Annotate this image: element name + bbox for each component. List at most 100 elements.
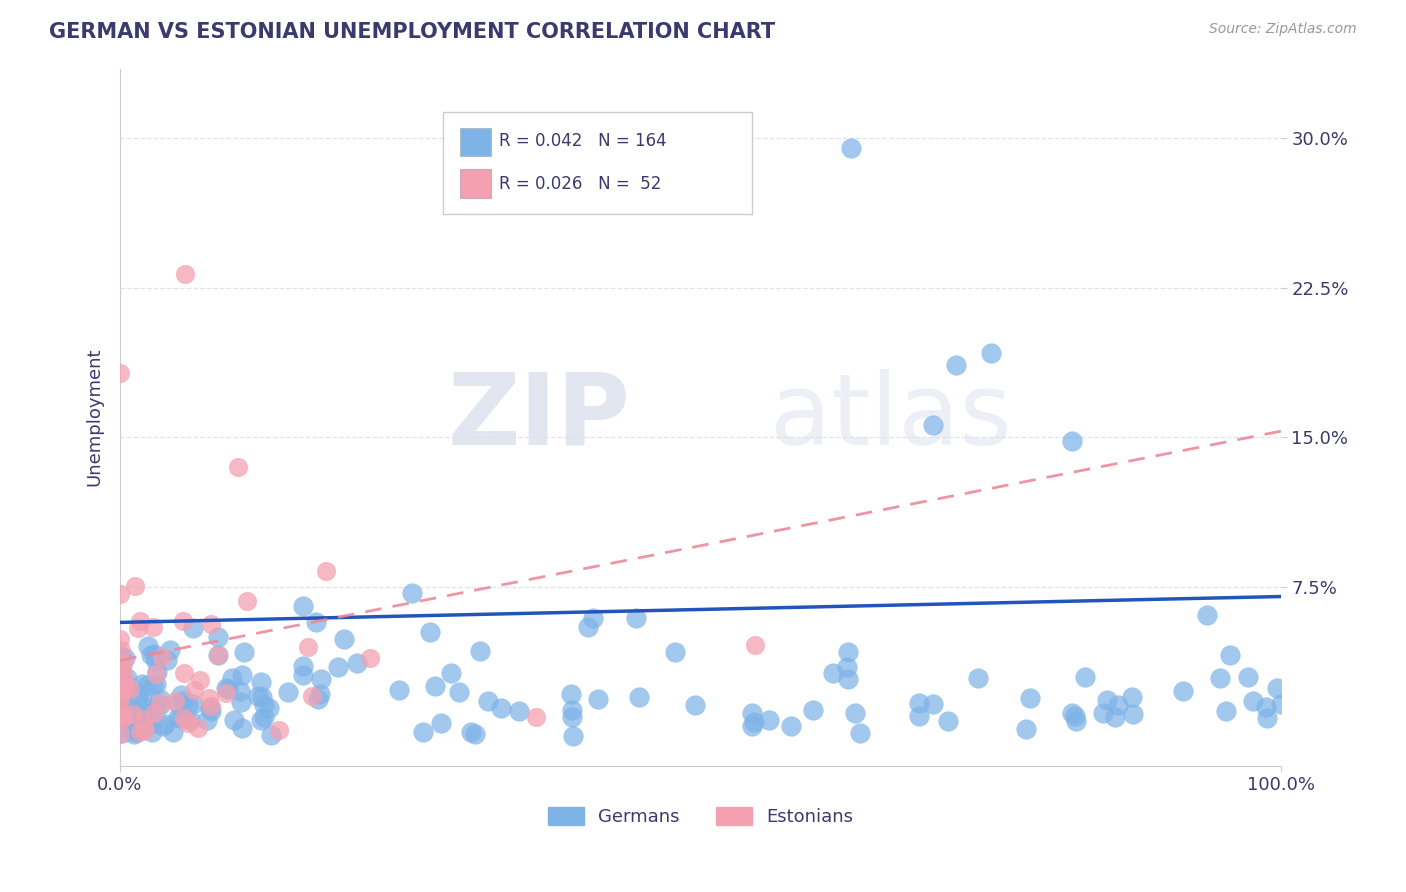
Point	[127, 705, 149, 719]
Point	[170, 688, 193, 702]
Point	[112, 706, 135, 721]
Point	[150, 649, 173, 664]
Point	[173, 710, 195, 724]
Point	[508, 704, 530, 718]
Point	[477, 694, 499, 708]
Point	[141, 725, 163, 739]
Point	[111, 683, 134, 698]
Point	[142, 679, 165, 693]
Point	[561, 710, 583, 724]
Point	[110, 648, 132, 663]
Point	[231, 721, 253, 735]
Point	[561, 703, 583, 717]
Point	[127, 621, 149, 635]
Point	[207, 648, 229, 663]
Point	[145, 654, 167, 668]
Text: atlas: atlas	[770, 368, 1012, 466]
Point	[468, 644, 491, 658]
Point	[188, 673, 211, 687]
Point	[172, 614, 194, 628]
Point	[628, 690, 651, 704]
Point	[232, 645, 254, 659]
Point	[744, 638, 766, 652]
Point	[908, 709, 931, 723]
Point	[177, 698, 200, 713]
Point	[1171, 684, 1194, 698]
Point	[132, 714, 155, 728]
Point	[135, 701, 157, 715]
Point	[464, 726, 486, 740]
Point	[401, 586, 423, 600]
Point	[1219, 648, 1241, 662]
Point	[111, 682, 134, 697]
Point	[226, 460, 249, 475]
Point	[741, 719, 763, 733]
Point	[936, 714, 959, 728]
Text: ZIP: ZIP	[449, 368, 631, 466]
Point	[122, 707, 145, 722]
Point	[326, 660, 349, 674]
Point	[1215, 704, 1237, 718]
Text: GERMAN VS ESTONIAN UNEMPLOYMENT CORRELATION CHART: GERMAN VS ESTONIAN UNEMPLOYMENT CORRELAT…	[49, 22, 775, 42]
Point	[229, 684, 252, 698]
Point	[412, 725, 434, 739]
Point	[128, 614, 150, 628]
Point	[307, 691, 329, 706]
Point	[423, 679, 446, 693]
Point	[172, 694, 194, 708]
Point	[117, 708, 139, 723]
Point	[1074, 670, 1097, 684]
Point	[741, 706, 763, 720]
Point	[207, 648, 229, 662]
Point	[907, 696, 929, 710]
Point	[152, 719, 174, 733]
Point	[110, 726, 132, 740]
Point	[309, 672, 332, 686]
Point	[257, 701, 280, 715]
Point	[837, 644, 859, 658]
Point	[440, 666, 463, 681]
Point	[114, 710, 136, 724]
Legend: Germans, Estonians: Germans, Estonians	[540, 800, 860, 833]
Point	[114, 651, 136, 665]
Point	[200, 704, 222, 718]
Point	[181, 698, 204, 712]
Point	[110, 695, 132, 709]
Point	[742, 715, 765, 730]
Point	[586, 691, 609, 706]
Point	[136, 678, 159, 692]
Point	[1091, 706, 1114, 720]
Point	[1107, 698, 1129, 712]
Point	[110, 662, 132, 676]
Y-axis label: Unemployment: Unemployment	[86, 348, 103, 486]
Point	[844, 706, 866, 720]
Point	[108, 690, 131, 705]
Point	[560, 688, 582, 702]
Point	[142, 704, 165, 718]
Point	[112, 656, 135, 670]
Point	[110, 693, 132, 707]
Point	[139, 648, 162, 662]
Point	[849, 726, 872, 740]
Point	[124, 723, 146, 738]
Point	[120, 682, 142, 697]
Point	[174, 267, 197, 281]
Point	[111, 709, 134, 723]
Point	[200, 698, 222, 713]
Point	[1195, 608, 1218, 623]
Point	[136, 639, 159, 653]
Point	[207, 630, 229, 644]
Point	[217, 681, 239, 696]
Point	[169, 711, 191, 725]
Point	[163, 694, 186, 708]
Point	[922, 698, 945, 712]
Point	[111, 711, 134, 725]
Point	[200, 616, 222, 631]
Point	[159, 642, 181, 657]
Point	[967, 671, 990, 685]
Point	[127, 687, 149, 701]
Point	[1104, 710, 1126, 724]
Point	[1237, 670, 1260, 684]
Point	[1209, 671, 1232, 685]
Point	[112, 671, 135, 685]
